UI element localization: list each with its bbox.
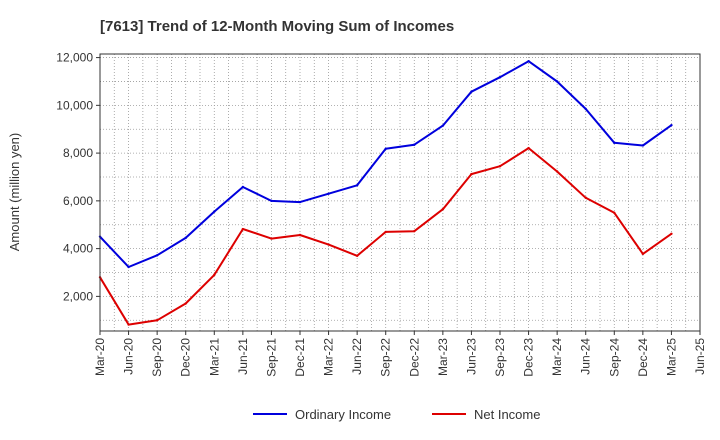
- data-point: [355, 254, 359, 257]
- data-point: [555, 170, 559, 173]
- y-tick-label: 6,000: [63, 194, 93, 208]
- data-point: [241, 185, 245, 189]
- data-point: [470, 90, 473, 93]
- data-point: [270, 199, 273, 203]
- data-point: [184, 302, 187, 305]
- y-tick-label: 10,000: [56, 98, 93, 112]
- data-point: [413, 143, 416, 146]
- data-point: [613, 141, 616, 145]
- x-tick-label: Dec-22: [407, 338, 421, 377]
- data-point: [384, 147, 387, 151]
- grid-lines: [99, 54, 701, 331]
- x-tick-label: Jun-25: [693, 338, 707, 375]
- data-point: [155, 254, 159, 257]
- x-tick-label: Sep-22: [379, 338, 393, 377]
- x-tick-label: Mar-21: [207, 338, 221, 376]
- data-point: [298, 233, 302, 237]
- data-point: [670, 232, 673, 236]
- y-tick-label: 12,000: [56, 51, 93, 65]
- data-point: [641, 252, 645, 256]
- x-tick-label: Sep-21: [264, 338, 278, 377]
- data-point: [527, 146, 530, 150]
- data-point: [555, 80, 559, 83]
- data-point: [127, 265, 130, 269]
- data-point: [584, 196, 587, 199]
- x-tick-label: Mar-23: [436, 338, 450, 376]
- x-tick-label: Mar-25: [664, 338, 678, 376]
- data-point: [213, 273, 216, 277]
- data-point: [155, 319, 159, 322]
- data-point: [241, 227, 245, 231]
- data-point: [670, 123, 673, 127]
- x-tick-label: Jun-22: [350, 338, 364, 375]
- data-point: [298, 200, 302, 204]
- x-tick-label: Sep-24: [607, 338, 621, 377]
- data-point: [470, 172, 473, 176]
- chart-title: [7613] Trend of 12-Month Moving Sum of I…: [100, 18, 454, 35]
- data-point: [213, 210, 216, 213]
- data-point: [498, 165, 502, 168]
- x-tick-label: Jun-20: [122, 338, 136, 375]
- data-point: [527, 59, 530, 63]
- data-point: [184, 236, 187, 240]
- data-point: [584, 107, 587, 111]
- x-tick-label: Dec-20: [179, 338, 193, 377]
- data-point: [127, 323, 130, 326]
- x-tick-label: Sep-20: [150, 338, 164, 377]
- plot-area: [98, 53, 701, 332]
- data-point: [355, 184, 359, 187]
- x-tick-label: Mar-20: [93, 338, 107, 376]
- data-point: [441, 208, 445, 211]
- y-axis-label: Amount (million yen): [7, 133, 22, 252]
- data-point: [613, 211, 616, 214]
- x-tick-label: Sep-23: [493, 338, 507, 377]
- x-tick-label: Dec-23: [522, 338, 536, 377]
- legend-label: Net Income: [474, 407, 540, 422]
- series-layer: [98, 59, 673, 326]
- data-point: [498, 75, 502, 79]
- y-tick-label: 2,000: [63, 289, 93, 303]
- data-point: [441, 124, 445, 127]
- x-tick-label: Dec-21: [293, 338, 307, 377]
- plot-frame: [99, 53, 701, 332]
- y-axis: 2,000 4,000 6,000 8,000 10,000 12,000: [56, 51, 100, 303]
- x-tick-label: Dec-24: [636, 338, 650, 377]
- data-point: [413, 229, 416, 233]
- legend: Ordinary Income Net Income: [253, 407, 540, 422]
- y-tick-label: 4,000: [63, 242, 93, 256]
- data-point: [327, 192, 330, 195]
- x-tick-label: Mar-22: [322, 338, 336, 376]
- data-point: [327, 243, 330, 246]
- legend-label: Ordinary Income: [295, 407, 391, 422]
- x-tick-label: Mar-24: [550, 338, 564, 376]
- data-point: [641, 144, 645, 147]
- y-tick-label: 8,000: [63, 146, 93, 160]
- data-point: [270, 237, 273, 240]
- x-tick-label: Jun-24: [579, 338, 593, 375]
- x-tick-label: Jun-23: [464, 338, 478, 375]
- x-tick-label: Jun-21: [236, 338, 250, 375]
- data-point: [384, 230, 387, 234]
- x-axis: Mar-20 Jun-20 Sep-20 Dec-20 Mar-21 Jun-21 Sep-…: [93, 331, 707, 377]
